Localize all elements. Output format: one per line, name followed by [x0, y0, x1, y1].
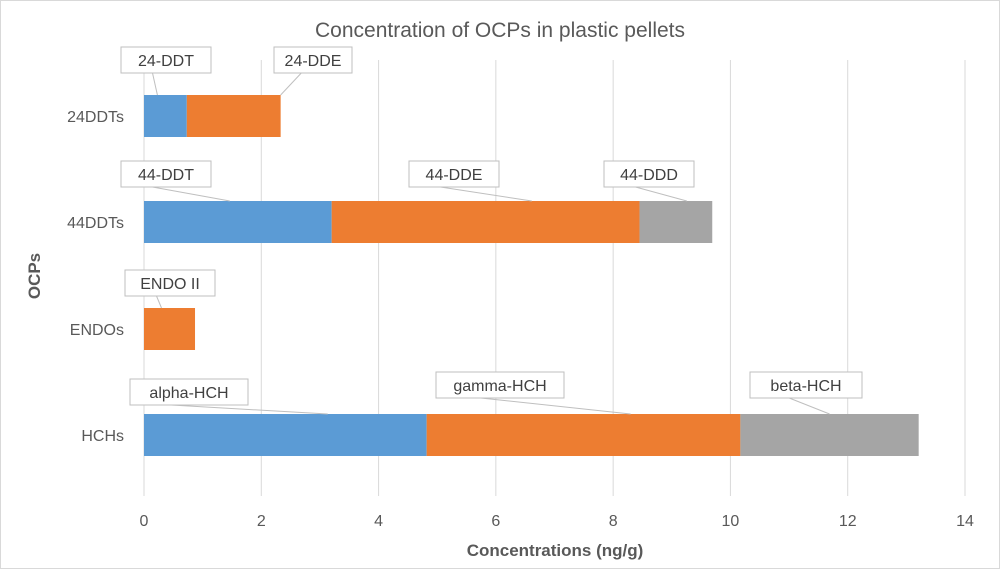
bars: [144, 95, 919, 456]
callout-box: [603, 160, 695, 188]
callout-leader: [171, 404, 328, 415]
x-tick-label: 0: [140, 513, 149, 530]
x-tick-label: 6: [491, 513, 500, 530]
category-label: HCHs: [81, 428, 124, 445]
x-tick-label: 10: [722, 513, 740, 530]
callout-box: [408, 160, 500, 188]
x-tick-label: 8: [609, 513, 618, 530]
x-tick-label: 12: [839, 513, 857, 530]
x-tick-label: 4: [374, 513, 383, 530]
data-label: alpha-HCH: [149, 385, 228, 402]
callout-leader: [789, 397, 830, 415]
bar-segment: [186, 95, 281, 137]
y-axis-label: OCPs: [25, 253, 44, 299]
category-label: 24DDTs: [67, 109, 124, 126]
category-label: 44DDTs: [67, 215, 124, 232]
bar-segment: [144, 308, 196, 350]
x-tick-label: 14: [956, 513, 974, 530]
callout-box: [749, 371, 863, 399]
x-tick-label: 2: [257, 513, 266, 530]
bar-segment: [740, 414, 919, 456]
callout-leader: [280, 72, 302, 96]
data-label: 44-DDD: [620, 167, 678, 184]
data-label: 44-DDE: [426, 167, 483, 184]
callout-leader: [440, 186, 532, 202]
data-label: beta-HCH: [770, 378, 841, 395]
callout-box: [435, 371, 565, 399]
x-tick-labels: 0 2 4 6 8 10 12 14: [140, 513, 974, 530]
category-label: ENDOs: [70, 322, 124, 339]
bar-segment: [144, 414, 427, 456]
category-labels: 24DDTs 44DDTs ENDOs HCHs: [67, 109, 124, 445]
bar-segment: [426, 414, 741, 456]
data-label-callouts: 24-DDT 24-DDE 44-DDT 44-DDE 44-DDD ENDO II alp…: [120, 46, 863, 415]
callout-leader: [156, 295, 162, 309]
callout-leader: [152, 186, 230, 202]
data-label: 24-DDE: [285, 53, 342, 70]
data-label: gamma-HCH: [453, 378, 546, 395]
data-label: 24-DDT: [138, 53, 194, 70]
data-label: 44-DDT: [138, 167, 194, 184]
callout-box: [129, 378, 249, 406]
callout-box: [124, 269, 216, 297]
bar-segment: [144, 95, 187, 137]
callout-box: [120, 160, 212, 188]
bar-segment: [331, 201, 640, 243]
callout-leader: [480, 397, 631, 415]
bar-segment: [144, 201, 332, 243]
data-label: ENDO II: [140, 276, 200, 293]
bar-segment: [639, 201, 713, 243]
callout-leader: [152, 72, 158, 96]
chart-title: Concentration of OCPs in plastic pellets: [315, 19, 685, 42]
callout-box: [120, 46, 212, 74]
x-axis-label: Concentrations (ng/g): [467, 541, 644, 560]
callout-leader: [635, 186, 687, 202]
callout-box: [273, 46, 353, 74]
